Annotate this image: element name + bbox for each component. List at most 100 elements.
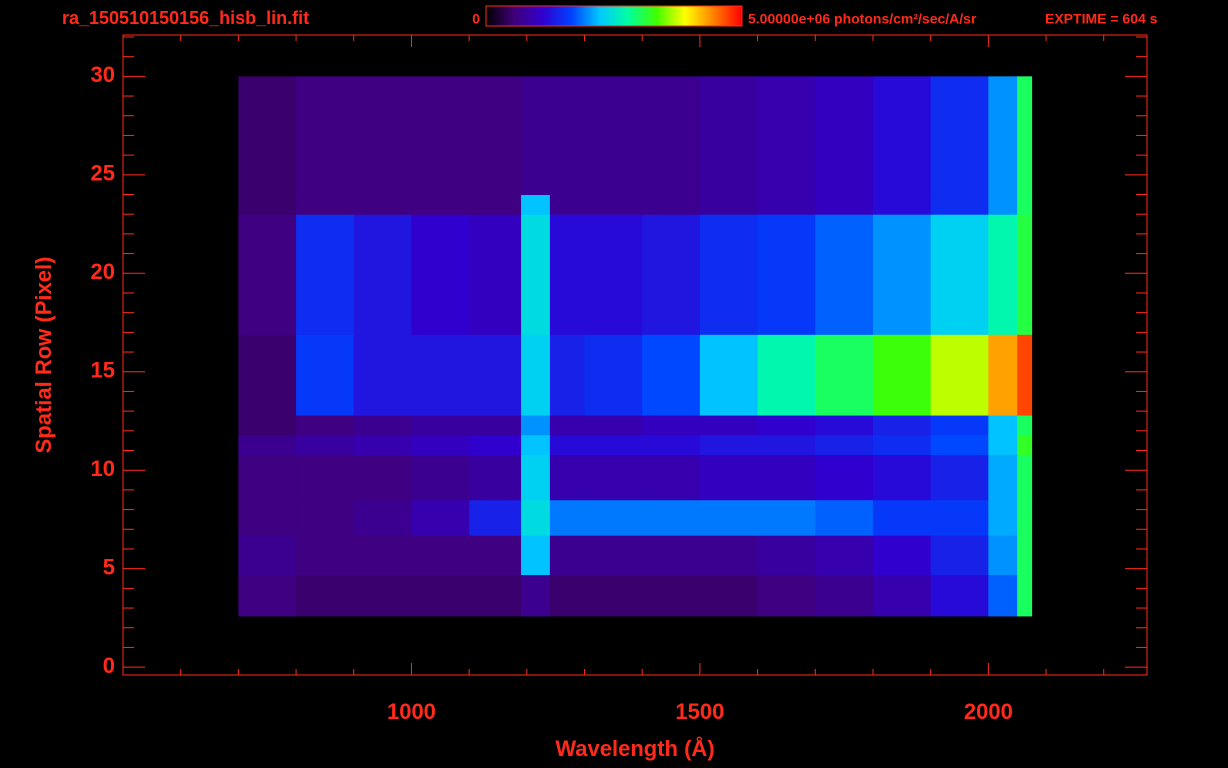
heatmap-cell <box>411 415 470 436</box>
heatmap-cell <box>815 76 874 196</box>
heatmap-cell <box>757 334 816 416</box>
heatmap-cell <box>930 214 989 335</box>
heatmap-cell <box>238 434 297 455</box>
heatmap-cell <box>521 415 551 436</box>
y-tick-label: 0 <box>103 653 115 678</box>
y-tick-label: 5 <box>103 554 115 579</box>
heatmap-cell <box>815 334 874 416</box>
heatmap-cell <box>988 454 1018 501</box>
heatmap-cell <box>353 499 412 536</box>
heatmap-cell <box>642 434 701 455</box>
heatmap-cell <box>988 334 1018 416</box>
heatmap-cell <box>411 535 470 576</box>
heatmap-cell <box>469 535 522 576</box>
heatmap-cell <box>699 214 759 335</box>
heatmap-cell <box>815 499 874 536</box>
colorbar-label: 0 <box>472 11 480 27</box>
heatmap-cell <box>872 76 932 196</box>
y-tick-label: 30 <box>91 62 115 87</box>
heatmap-cell <box>238 194 297 215</box>
heatmap-cell <box>353 574 412 617</box>
heatmap-cell <box>699 334 759 416</box>
heatmap-cell <box>872 434 932 455</box>
heatmap-cell <box>521 194 551 215</box>
heatmap-cell <box>872 535 932 576</box>
heatmap-cell <box>296 194 355 215</box>
heatmap-cell <box>238 499 297 536</box>
heatmap-cell <box>549 499 586 536</box>
heatmap-cell <box>757 194 816 215</box>
heatmap-cell <box>521 574 551 617</box>
heatmap-cell <box>238 535 297 576</box>
heatmap-cell <box>757 535 816 576</box>
heatmap-cell <box>584 574 643 617</box>
heatmap-cell <box>353 415 412 436</box>
heatmap-cell <box>642 334 701 416</box>
chart-title: ra_150510150156_hisb_lin.fit <box>62 8 309 28</box>
heatmap-cell <box>642 194 701 215</box>
heatmap-cell <box>353 214 412 335</box>
heatmap-cell <box>238 76 297 196</box>
heatmap-cell <box>930 194 989 215</box>
heatmap-cell <box>238 574 297 617</box>
heatmap-cell <box>469 454 522 501</box>
heatmap-cell <box>872 454 932 501</box>
heatmap-cell <box>521 214 551 335</box>
heatmap-cell <box>757 574 816 617</box>
heatmap-cell <box>584 334 643 416</box>
heatmap-cell <box>757 454 816 501</box>
heatmap-cell <box>521 434 551 455</box>
heatmap-cell <box>469 214 522 335</box>
y-tick-label: 25 <box>91 161 115 186</box>
heatmap-cell <box>411 76 470 196</box>
heatmap-cell <box>988 76 1018 196</box>
heatmap-cell <box>699 535 759 576</box>
heatmap-cell <box>757 214 816 335</box>
heatmap-cell <box>584 434 643 455</box>
heatmap-cell <box>469 334 522 416</box>
heatmap-cell <box>1017 499 1033 536</box>
heatmap-cell <box>988 434 1018 455</box>
heatmap-cell <box>1017 76 1033 196</box>
heatmap-cell <box>469 415 522 436</box>
heatmap-cell <box>699 434 759 455</box>
heatmap-cell <box>411 454 470 501</box>
heatmap-cell <box>469 434 522 455</box>
y-axis-label: Spatial Row (Pixel) <box>31 257 56 454</box>
heatmap-cell <box>353 194 412 215</box>
heatmap-cell <box>296 434 355 455</box>
heatmap-cell <box>757 434 816 455</box>
heatmap-cell <box>469 499 522 536</box>
heatmap-cell <box>549 334 586 416</box>
heatmap-cell <box>988 574 1018 617</box>
heatmap-cell <box>296 499 355 536</box>
heatmap-cell <box>642 574 701 617</box>
heatmap-cell <box>411 499 470 536</box>
heatmap-cell <box>353 76 412 196</box>
heatmap-cell <box>872 499 932 536</box>
x-tick-label: 1500 <box>675 699 724 724</box>
heatmap-cell <box>584 415 643 436</box>
heatmap-cell <box>1017 454 1033 501</box>
heatmap-cell <box>296 454 355 501</box>
heatmap-cell <box>1017 434 1033 455</box>
heatmap-cell <box>584 535 643 576</box>
heatmap-cell <box>469 194 522 215</box>
heatmap-cell <box>584 214 643 335</box>
heatmap-cell <box>757 415 816 436</box>
heatmap-cell <box>757 499 816 536</box>
heatmap-cell <box>584 76 643 196</box>
heatmap-cell <box>238 334 297 416</box>
heatmap-cell <box>469 574 522 617</box>
heatmap-cell <box>757 76 816 196</box>
heatmap-cell <box>1017 535 1033 576</box>
heatmap-cell <box>353 434 412 455</box>
heatmap-cell <box>642 76 701 196</box>
heatmap-cell <box>699 76 759 196</box>
heatmap-cell <box>642 535 701 576</box>
heatmap-cell <box>815 194 874 215</box>
heatmap-cell <box>521 499 551 536</box>
heatmap-cell <box>872 334 932 416</box>
heatmap-cell <box>296 214 355 335</box>
